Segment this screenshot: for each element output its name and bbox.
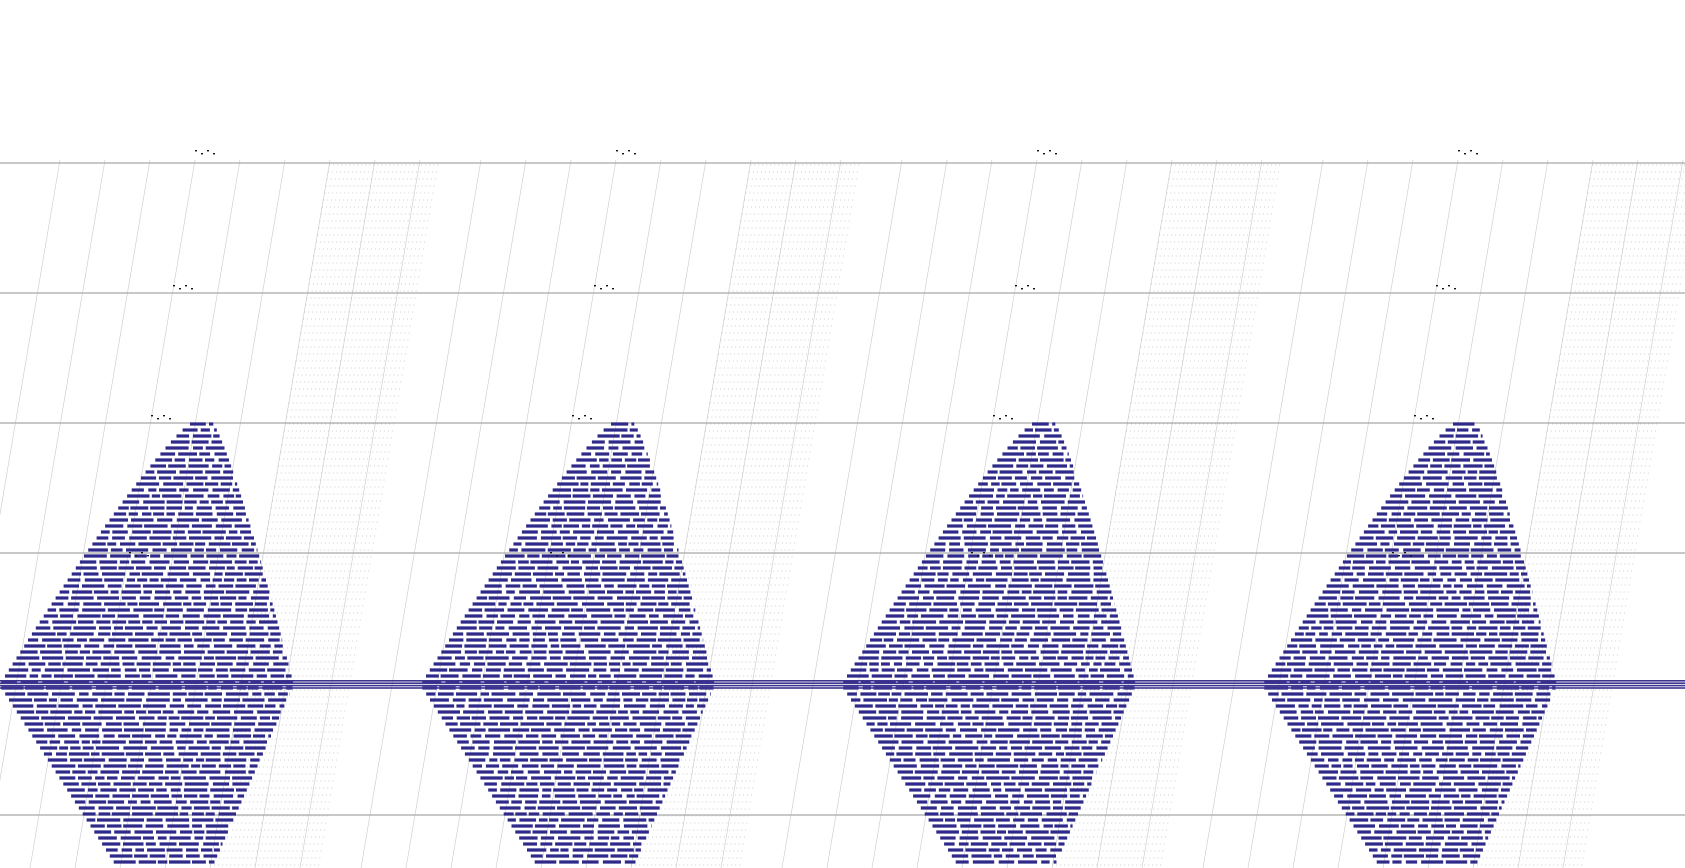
diagonal-guide: [0, 159, 106, 782]
tick-mark: [556, 555, 558, 557]
tick-mark: [1442, 288, 1444, 290]
diagonal-guide: [675, 159, 797, 868]
diagonal-guide: [1517, 159, 1639, 868]
tick-mark: [1476, 153, 1478, 155]
tick-mark: [634, 153, 636, 155]
diagonal-guide: [450, 159, 572, 868]
tick-mark: [622, 153, 624, 155]
tick-mark: [1011, 418, 1013, 420]
diagonal-guide: [1202, 159, 1324, 868]
tick-mark: [1404, 552, 1406, 554]
tick-mark: [1454, 288, 1456, 290]
tick-mark: [1414, 415, 1416, 417]
center-band-stripe: [0, 684, 1685, 687]
tick-mark: [1448, 285, 1450, 287]
diagonal-guide: [254, 159, 376, 868]
tick-mark: [983, 552, 985, 554]
tick-mark: [606, 285, 608, 287]
tick-mark: [213, 153, 215, 155]
tick-mark: [185, 285, 187, 287]
tick-mark: [1005, 415, 1007, 417]
tick-mark: [1021, 288, 1023, 290]
tick-mark: [135, 555, 137, 557]
diagonal-guide: [405, 159, 527, 868]
center-band-stripe: [0, 680, 1685, 682]
tick-mark: [578, 418, 580, 420]
tick-mark: [1037, 150, 1039, 152]
tick-mark: [993, 415, 995, 417]
diagonal-guide: [916, 159, 1038, 868]
tick-mark: [179, 288, 181, 290]
diagonal-guide: [781, 159, 903, 868]
diagonal-guide: [1247, 159, 1369, 868]
tick-mark: [1043, 153, 1045, 155]
tick-mark: [594, 285, 596, 287]
tick-mark: [600, 288, 602, 290]
tick-mark: [1420, 418, 1422, 420]
tick-mark: [999, 418, 1001, 420]
diagonal-guide: [1096, 159, 1218, 868]
tick-mark: [971, 552, 973, 554]
diagonal-guide: [1141, 159, 1263, 868]
tick-mark: [157, 418, 159, 420]
tick-mark: [616, 150, 618, 152]
diagonal-guide: [871, 159, 993, 868]
tick-mark: [201, 153, 203, 155]
tick-mark: [612, 288, 614, 290]
tick-mark: [590, 418, 592, 420]
tick-mark: [550, 552, 552, 554]
tick-mark: [207, 150, 209, 152]
diagonal-guide: [720, 159, 842, 868]
diagonal-guide: [360, 159, 482, 868]
tick-mark: [977, 555, 979, 557]
tick-mark: [1027, 285, 1029, 287]
diagonal-guide: [1051, 159, 1173, 868]
tick-mark: [1410, 555, 1412, 557]
tick-mark: [169, 418, 171, 420]
bar-stacks: [1, 422, 1557, 864]
tick-mark: [572, 415, 574, 417]
diagonal-guide: [209, 159, 331, 868]
tick-marks: [129, 150, 1478, 557]
tick-mark: [191, 288, 193, 290]
tick-mark: [151, 415, 153, 417]
tick-mark: [1398, 555, 1400, 557]
tick-mark: [1392, 552, 1394, 554]
tick-mark: [147, 555, 149, 557]
tick-mark: [562, 552, 564, 554]
tick-mark: [1436, 285, 1438, 287]
tick-mark: [129, 552, 131, 554]
center-band-stripe: [0, 687, 1685, 689]
diagonal-guide: [0, 159, 61, 516]
tick-mark: [1426, 415, 1428, 417]
diagonal-guide: [1292, 159, 1414, 868]
diagonal-guide: [826, 159, 948, 868]
diagonal-guide: [299, 159, 421, 868]
center-band: [0, 680, 1685, 689]
tick-mark: [1049, 150, 1051, 152]
tick-mark: [1470, 150, 1472, 152]
diagonal-guide: [29, 159, 151, 868]
tick-mark: [173, 285, 175, 287]
tick-mark: [141, 552, 143, 554]
diagonal-guide: [1472, 159, 1594, 868]
diagonal-guide: [1562, 159, 1684, 868]
diagonal-guide: [1427, 159, 1549, 868]
tick-mark: [584, 415, 586, 417]
tick-mark: [1432, 418, 1434, 420]
tick-mark: [163, 415, 165, 417]
tick-mark: [1033, 288, 1035, 290]
tick-mark: [628, 150, 630, 152]
tick-mark: [1015, 285, 1017, 287]
tick-mark: [1458, 150, 1460, 152]
diagonal-guide: [630, 159, 752, 868]
center-band-stripe: [0, 682, 1685, 684]
tick-mark: [989, 555, 991, 557]
tick-mark: [1464, 153, 1466, 155]
tick-mark: [1055, 153, 1057, 155]
tick-mark: [195, 150, 197, 152]
tick-mark: [568, 555, 570, 557]
